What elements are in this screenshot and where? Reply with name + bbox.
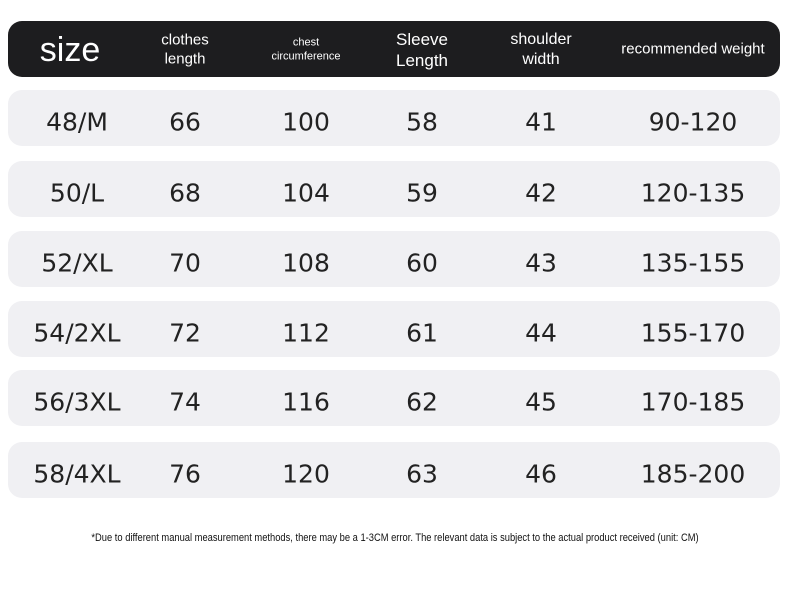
table-cell: 90-120 xyxy=(648,107,738,137)
table-cell: 185-200 xyxy=(640,459,746,489)
header-cell: chest circumference xyxy=(271,36,341,62)
table-cell: 48/M xyxy=(46,107,108,137)
table-cell: 46 xyxy=(525,459,557,489)
table-cell: 68 xyxy=(169,178,201,208)
table-cell: 42 xyxy=(525,178,557,208)
header-cell: size xyxy=(39,30,101,69)
table-cell: 66 xyxy=(169,107,201,137)
table-cell: 62 xyxy=(406,387,438,417)
table-row xyxy=(8,301,780,357)
table-cell: 72 xyxy=(169,318,201,348)
header-bar xyxy=(8,21,780,77)
header-cell: Sleeve Length xyxy=(396,29,448,70)
table-row xyxy=(8,161,780,217)
note: *Due to different manual measurement met… xyxy=(91,532,699,544)
table-row xyxy=(8,90,780,146)
table-cell: 58/4XL xyxy=(33,459,121,489)
table-cell: 43 xyxy=(525,248,557,278)
table-cell: 45 xyxy=(525,387,557,417)
table-cell: 112 xyxy=(282,318,330,348)
table-cell: 108 xyxy=(282,248,330,278)
table-cell: 52/XL xyxy=(41,248,113,278)
table-cell: 54/2XL xyxy=(33,318,121,348)
table-cell: 50/L xyxy=(49,178,105,208)
table-row xyxy=(8,231,780,287)
table-cell: 170-185 xyxy=(640,387,746,417)
table-cell: 44 xyxy=(525,318,557,348)
table-cell: 135-155 xyxy=(640,248,746,278)
table-cell: 74 xyxy=(169,387,201,417)
table-cell: 41 xyxy=(525,107,557,137)
table-cell: 155-170 xyxy=(640,318,746,348)
header-cell: clothes length xyxy=(161,31,209,67)
table-row xyxy=(8,442,780,498)
table-cell: 63 xyxy=(406,459,438,489)
table-cell: 56/3XL xyxy=(33,387,121,417)
table-cell: 61 xyxy=(406,318,438,348)
header-cell: shoulder width xyxy=(510,31,572,68)
table-cell: 104 xyxy=(282,178,330,208)
table-cell: 100 xyxy=(282,107,330,137)
table-row xyxy=(8,370,780,426)
table-cell: 58 xyxy=(406,107,438,137)
table-cell: 120 xyxy=(282,459,330,489)
table-cell: 120-135 xyxy=(640,178,746,208)
table-cell: 59 xyxy=(406,178,438,208)
table-cell: 116 xyxy=(282,387,330,417)
table-cell: 70 xyxy=(169,248,201,278)
table-cell: 60 xyxy=(406,248,438,278)
header-cell: recommended weight xyxy=(621,40,765,58)
table-cell: 76 xyxy=(169,459,201,489)
